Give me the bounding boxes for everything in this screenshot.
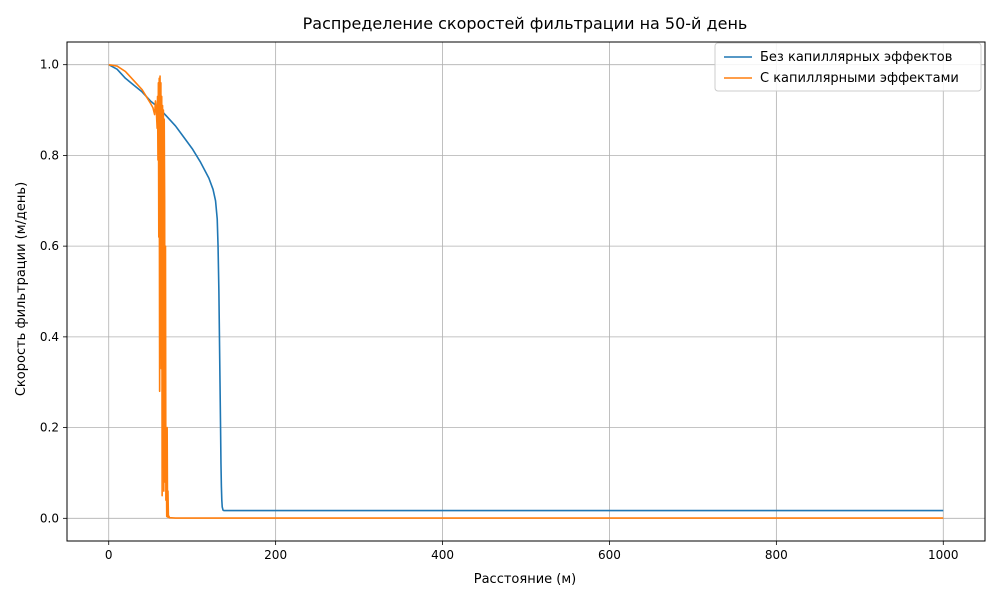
y-tick-label: 0.6 bbox=[40, 239, 59, 253]
x-tick-label: 600 bbox=[598, 548, 621, 562]
y-axis-label: Скорость фильтрации (м/день) bbox=[14, 182, 29, 396]
legend: Без капиллярных эффектов С капиллярными … bbox=[714, 42, 982, 92]
y-tick-label: 1.0 bbox=[40, 58, 59, 72]
series-group bbox=[108, 63, 944, 519]
x-tick-label: 0 bbox=[105, 548, 113, 562]
x-tick-label: 800 bbox=[765, 548, 788, 562]
legend-label-capillary: С капиллярными эффектами bbox=[760, 71, 959, 86]
chart-title: Распределение скоростей фильтрации на 50… bbox=[303, 14, 748, 33]
plot-area-frame bbox=[66, 41, 986, 542]
y-tick-label: 0.0 bbox=[40, 511, 59, 525]
x-tick-label: 200 bbox=[264, 548, 287, 562]
y-tick-label: 0.4 bbox=[40, 330, 59, 344]
legend-label-no-capillary: Без капиллярных эффектов bbox=[760, 50, 952, 65]
axis-ticks: 0 200 400 600 800 1000 0.0 0.2 0.4 0.6 0.8 1.0 bbox=[40, 58, 959, 562]
x-axis-label: Расстояние (м) bbox=[474, 572, 576, 587]
series-line-capillary bbox=[108, 63, 944, 519]
x-tick-label: 1000 bbox=[928, 548, 959, 562]
y-tick-label: 0.8 bbox=[40, 148, 59, 162]
y-tick-label: 0.2 bbox=[40, 421, 59, 435]
x-tick-label: 400 bbox=[431, 548, 454, 562]
legend-box bbox=[714, 42, 982, 92]
